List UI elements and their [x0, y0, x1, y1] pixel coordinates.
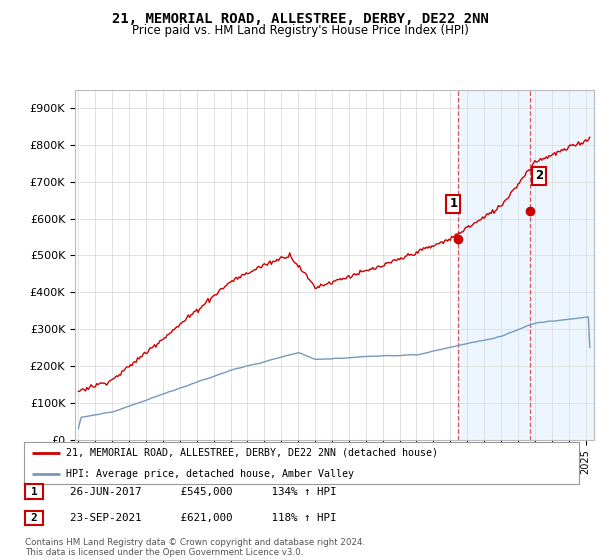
Text: 23-SEP-2021      £621,000      118% ↑ HPI: 23-SEP-2021 £621,000 118% ↑ HPI	[57, 513, 337, 523]
Text: 2: 2	[31, 513, 38, 523]
Text: 21, MEMORIAL ROAD, ALLESTREE, DERBY, DE22 2NN (detached house): 21, MEMORIAL ROAD, ALLESTREE, DERBY, DE2…	[65, 448, 437, 458]
Text: 1: 1	[449, 198, 457, 211]
Text: 26-JUN-2017      £545,000      134% ↑ HPI: 26-JUN-2017 £545,000 134% ↑ HPI	[57, 487, 337, 497]
Text: HPI: Average price, detached house, Amber Valley: HPI: Average price, detached house, Ambe…	[65, 469, 353, 479]
Text: 2: 2	[535, 170, 543, 183]
Text: 21, MEMORIAL ROAD, ALLESTREE, DERBY, DE22 2NN: 21, MEMORIAL ROAD, ALLESTREE, DERBY, DE2…	[112, 12, 488, 26]
Text: 1: 1	[31, 487, 38, 497]
Text: Contains HM Land Registry data © Crown copyright and database right 2024.
This d: Contains HM Land Registry data © Crown c…	[25, 538, 365, 557]
Text: Price paid vs. HM Land Registry's House Price Index (HPI): Price paid vs. HM Land Registry's House …	[131, 24, 469, 36]
Bar	[458, 90, 594, 440]
